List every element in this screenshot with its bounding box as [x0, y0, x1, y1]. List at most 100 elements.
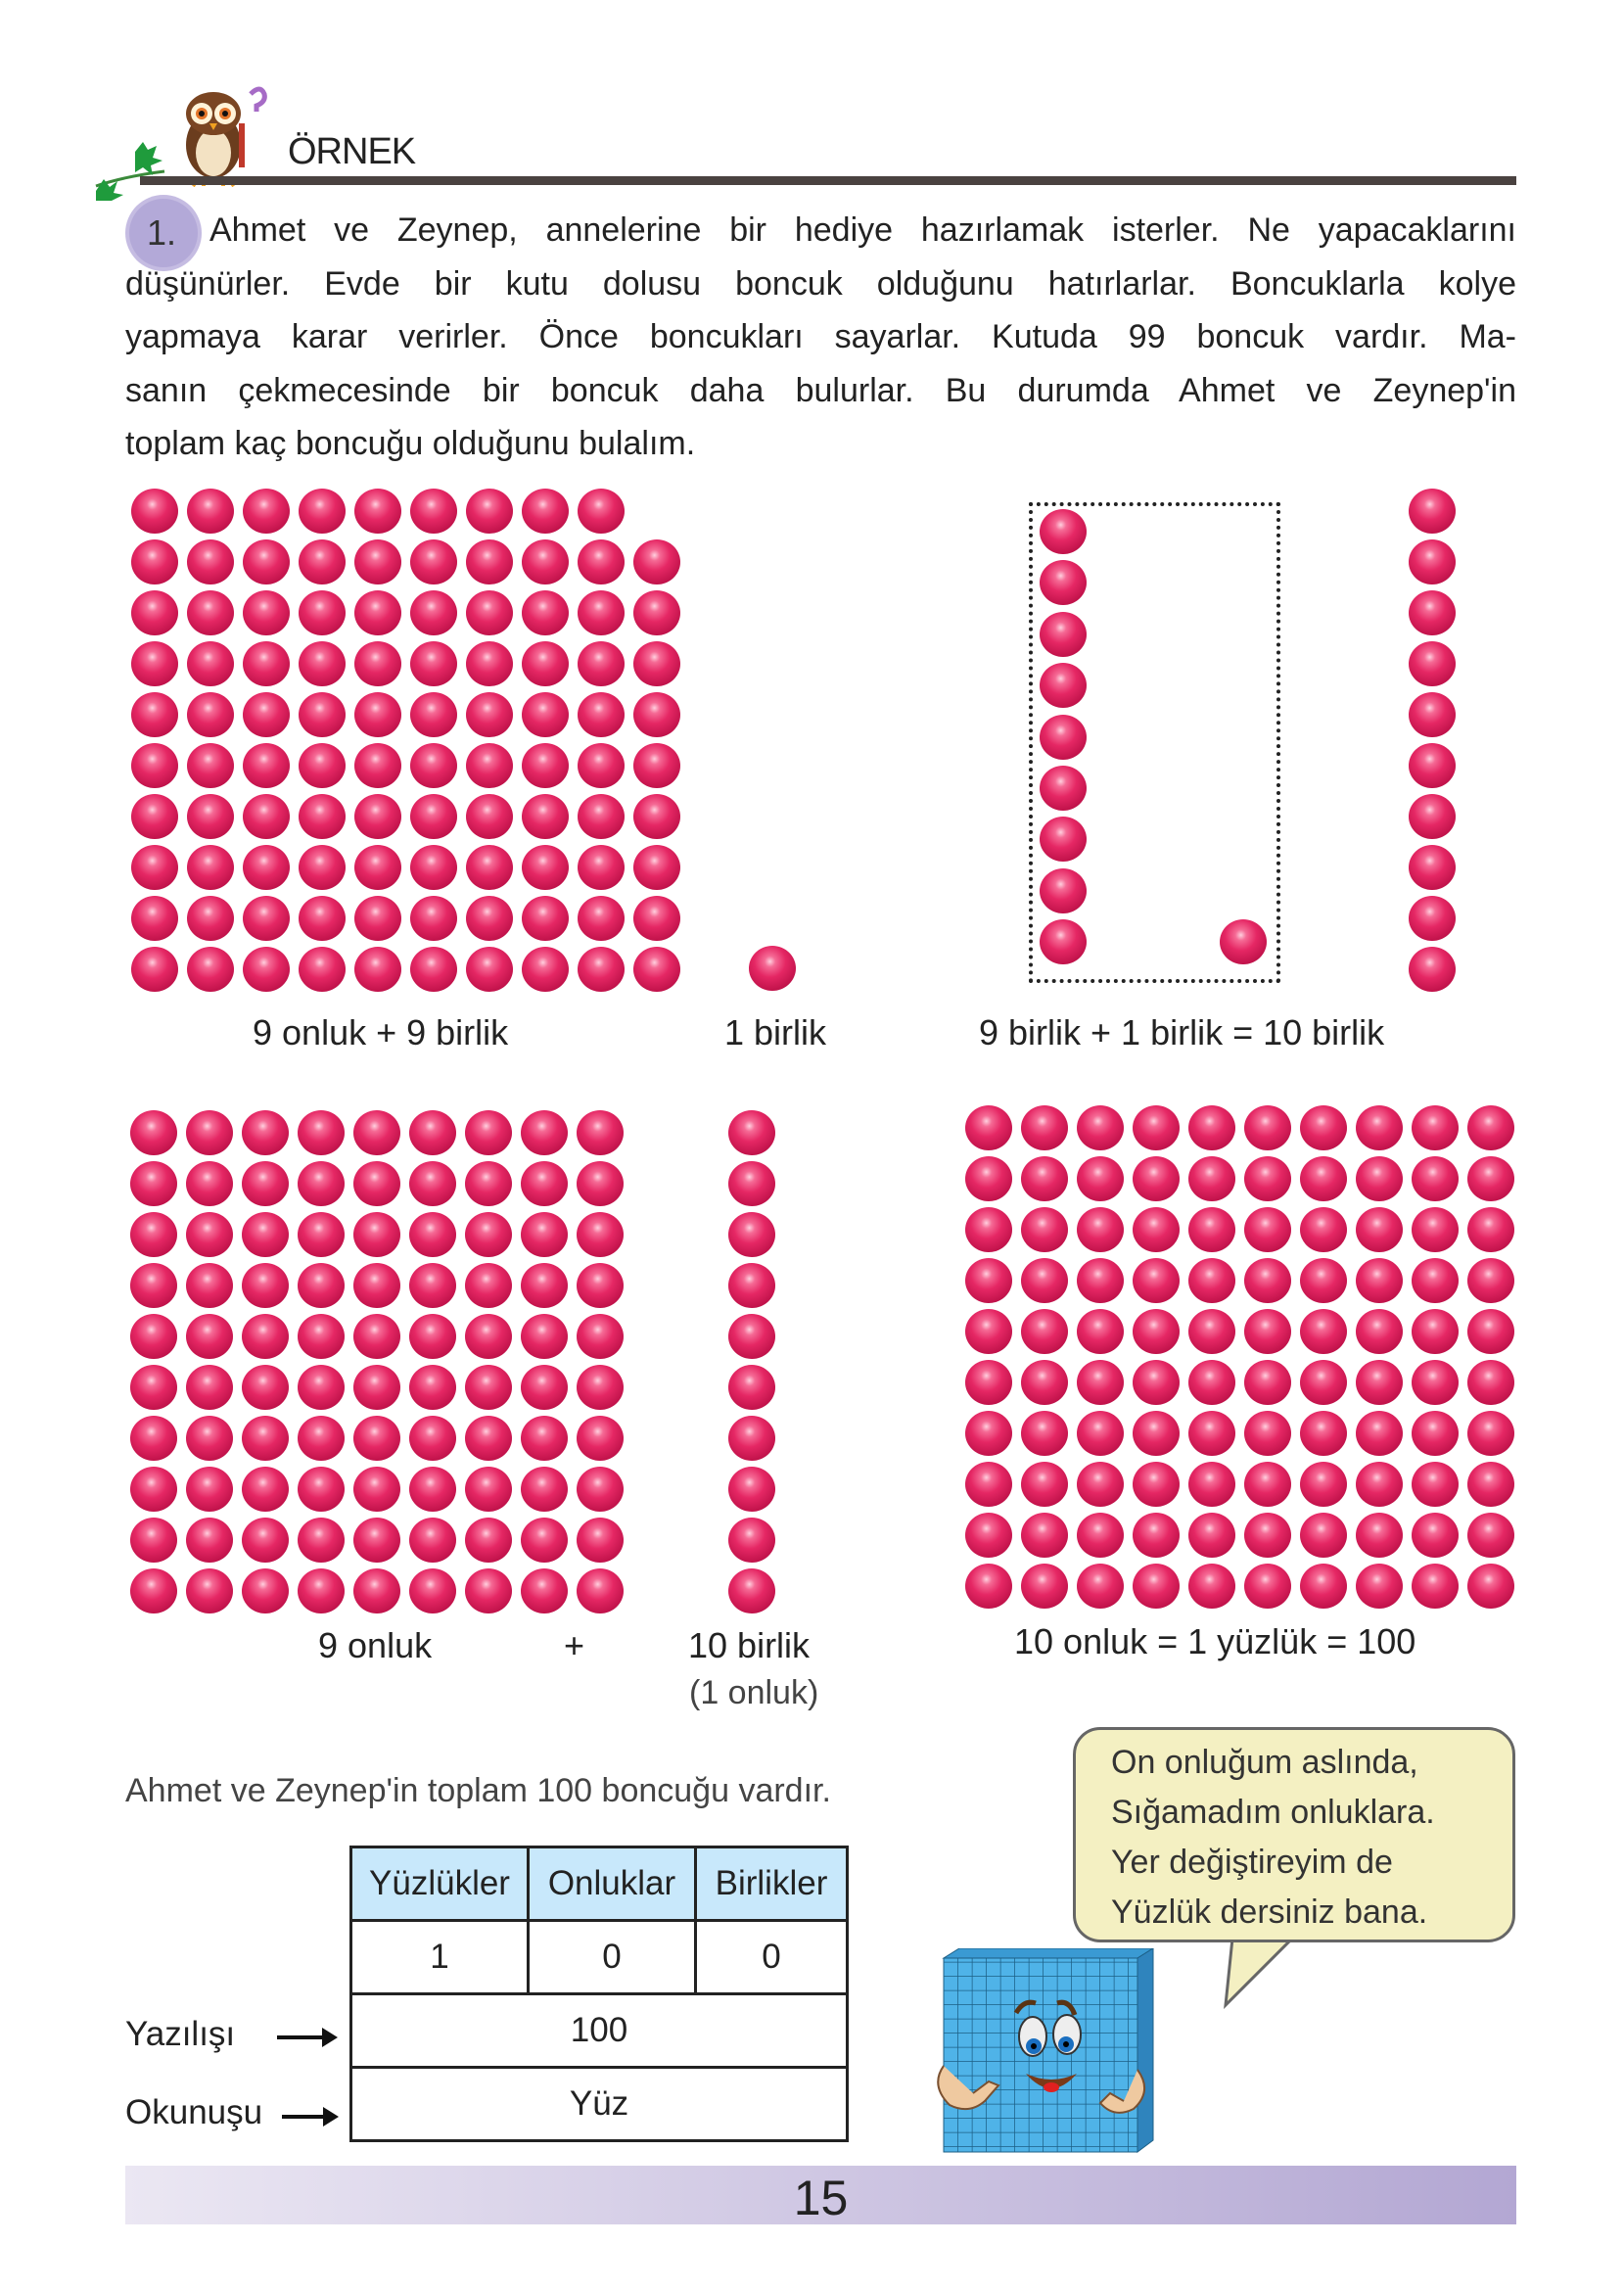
bead: [522, 489, 569, 534]
bead: [1133, 1309, 1180, 1354]
bead: [187, 947, 234, 992]
bead: [299, 896, 346, 941]
problem-line: Ahmet ve Zeynep, annelerine bir hediye h…: [209, 211, 1516, 249]
bead: [577, 1263, 624, 1308]
bead: [728, 1518, 775, 1563]
read-label: Okunuşu: [125, 2093, 263, 2131]
bead: [242, 1568, 289, 1613]
bead: [1467, 1513, 1514, 1558]
bead: [522, 641, 569, 686]
bead: [1412, 1564, 1459, 1609]
bead: [577, 1110, 624, 1155]
bead: [298, 1416, 345, 1461]
problem-line: düşünürler. Evde bir kutu dolusu boncuk …: [125, 264, 1516, 303]
bead: [1077, 1462, 1124, 1507]
bead: [1409, 794, 1456, 839]
bead: [298, 1518, 345, 1563]
bead: [578, 947, 625, 992]
bead: [577, 1212, 624, 1257]
place-value-table: Yüzlükler Onluklar Birlikler 1 0 0 100 Y…: [349, 1846, 849, 2142]
bead: [1412, 1462, 1459, 1507]
bead: [187, 641, 234, 686]
bead: [1467, 1207, 1514, 1252]
bead: [186, 1416, 233, 1461]
bead: [1021, 1513, 1068, 1558]
bead: [410, 947, 457, 992]
bead: [466, 590, 513, 635]
problem-number-badge: 1.: [129, 199, 198, 267]
label-9-onluk: 9 onluk: [318, 1625, 433, 1665]
bead: [633, 947, 680, 992]
bead: [1188, 1513, 1235, 1558]
bead: [131, 947, 178, 992]
bead: [186, 1314, 233, 1359]
bead: [409, 1110, 456, 1155]
bead: [1040, 560, 1087, 606]
bead: [299, 539, 346, 584]
bead: [577, 1467, 624, 1512]
bead: [965, 1360, 1012, 1405]
bead: [353, 1110, 400, 1155]
bead: [1077, 1360, 1124, 1405]
header-onluklar: Onluklar: [527, 1846, 697, 1922]
bead: [410, 641, 457, 686]
bead: [633, 845, 680, 890]
bead: [186, 1212, 233, 1257]
bead: [965, 1564, 1012, 1609]
bead: [522, 743, 569, 788]
bead: [1040, 867, 1087, 913]
owl-icon: [186, 86, 267, 187]
bead: [466, 489, 513, 534]
bead: [354, 539, 401, 584]
bead: [353, 1416, 400, 1461]
bead: [299, 845, 346, 890]
bead: [243, 743, 290, 788]
bead: [1077, 1564, 1124, 1609]
bead: [522, 947, 569, 992]
bead: [299, 692, 346, 737]
bead: [242, 1416, 289, 1461]
bead: [1040, 611, 1087, 657]
bead: [1244, 1309, 1291, 1354]
bead: [298, 1263, 345, 1308]
bead: [578, 692, 625, 737]
bead: [465, 1110, 512, 1155]
bead: [242, 1467, 289, 1512]
bead: [1244, 1462, 1291, 1507]
problem-text: Ahmet ve Zeynep, annelerine bir hediye h…: [125, 204, 1516, 471]
bead: [578, 845, 625, 890]
bead: [1133, 1207, 1180, 1252]
bead: [465, 1518, 512, 1563]
bead: [409, 1416, 456, 1461]
bead: [353, 1212, 400, 1257]
bead: [728, 1212, 775, 1257]
speech-line: Sığamadım onluklara.: [1111, 1794, 1435, 1831]
bead: [1040, 766, 1087, 811]
bead: [243, 590, 290, 635]
digit-onluk: 0: [527, 1919, 697, 1995]
bead: [299, 489, 346, 534]
written-value: 100: [349, 1992, 849, 2069]
bead: [354, 794, 401, 839]
bead: [1244, 1360, 1291, 1405]
bead: [522, 539, 569, 584]
bead: [1356, 1360, 1403, 1405]
bead: [466, 641, 513, 686]
bead: [243, 896, 290, 941]
arrow-right-icon: [277, 2028, 338, 2047]
bead: [186, 1161, 233, 1206]
bead: [1467, 1411, 1514, 1456]
bead: [1412, 1309, 1459, 1354]
table-header-row: Yüzlükler Onluklar Birlikler: [349, 1846, 849, 1922]
bead: [1077, 1105, 1124, 1150]
bead: [633, 641, 680, 686]
bead: [130, 1263, 177, 1308]
bead: [1021, 1105, 1068, 1150]
bead: [465, 1263, 512, 1308]
bead: [186, 1110, 233, 1155]
dotted-frame: [1029, 502, 1280, 983]
label-10-birlik: 9 birlik + 1 birlik = 10 birlik: [979, 1012, 1385, 1052]
bead: [131, 590, 178, 635]
bead: [410, 590, 457, 635]
bead: [1412, 1207, 1459, 1252]
